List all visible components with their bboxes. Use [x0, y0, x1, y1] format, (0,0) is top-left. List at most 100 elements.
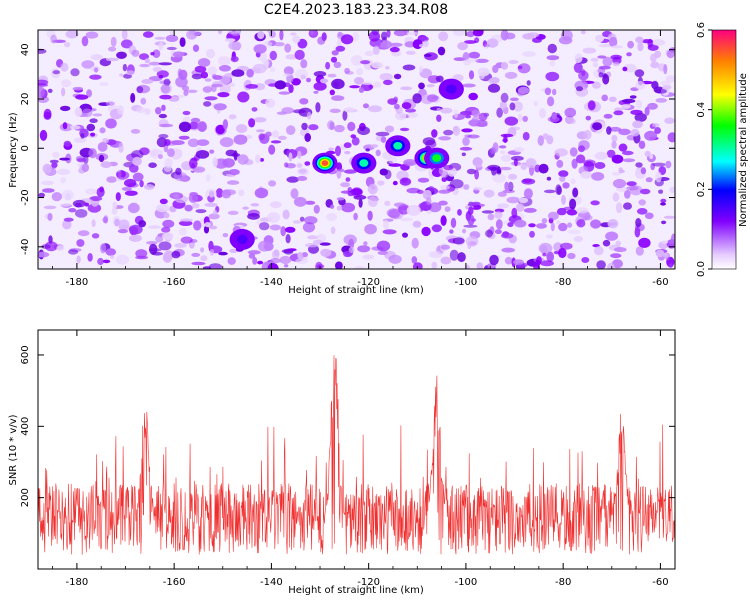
heatmap-cell: [52, 151, 60, 158]
heatmap-cell: [342, 110, 348, 121]
heatmap-cell: [163, 165, 172, 173]
heatmap-cell: [312, 239, 323, 244]
heatmap-cell: [402, 64, 416, 71]
heatmap-cell: [306, 111, 312, 120]
heatmap-cell: [425, 197, 432, 206]
heatmap-cell: [508, 173, 518, 180]
heatmap-cell: [630, 109, 643, 115]
heatmap-cell: [117, 105, 124, 115]
heatmap-cell: [608, 36, 618, 48]
heatmap-cell: [380, 40, 393, 49]
heatmap-cell: [81, 60, 95, 69]
heatmap-cell: [612, 178, 627, 189]
heatmap-cell: [581, 257, 590, 263]
heatmap-cell: [195, 209, 207, 214]
heatmap-cell: [518, 197, 529, 204]
heatmap-cell: [154, 36, 166, 40]
heatmap-cell: [284, 43, 292, 53]
heatmap-cell: [354, 266, 365, 269]
heatmap-cell: [592, 62, 599, 68]
heatmap-cell: [371, 61, 383, 69]
heatmap-cell: [635, 218, 642, 228]
heatmap-cell: [292, 35, 301, 44]
heatmap-cell: [100, 243, 107, 254]
heatmap-cell: [267, 263, 279, 269]
heatmap-cell: [619, 169, 625, 173]
heatmap-cell: [475, 123, 488, 127]
heatmap-cell: [162, 219, 175, 228]
heatmap-cell: [388, 163, 402, 167]
heatmap-cell: [162, 232, 174, 240]
heatmap-cell: [484, 43, 490, 48]
heatmap-cell: [64, 42, 71, 48]
heatmap-cell: [598, 72, 604, 78]
heatmap-cell: [158, 42, 164, 51]
heatmap-cell: [90, 54, 103, 61]
heatmap-cell: [474, 37, 480, 43]
heatmap-cell: [580, 171, 592, 179]
heatmap-cell: [529, 230, 535, 238]
chart-title: C2E4.2023.183.23.34.R08: [264, 2, 448, 18]
heatmap-cell: [111, 206, 118, 215]
heatmap-cell: [435, 75, 444, 83]
heatmap-cell: [171, 140, 185, 146]
snr-x-tick-label: -80: [555, 577, 571, 588]
heatmap-cell: [595, 34, 604, 43]
heatmap-cell: [81, 36, 89, 47]
heatmap-cell: [72, 199, 86, 208]
heatmap-cell: [373, 81, 382, 88]
heatmap-cell: [173, 193, 180, 200]
heatmap-cell: [327, 73, 337, 78]
heatmap-cell: [650, 61, 660, 69]
heatmap-cell: [590, 200, 600, 206]
heatmap-cell: [305, 243, 319, 248]
heatmap-cell: [115, 192, 121, 202]
heatmap-cell: [266, 212, 281, 223]
heatmap-cell: [489, 77, 500, 83]
heatmap-cell: [336, 205, 343, 211]
heatmap-cell: [84, 202, 89, 207]
heatmap-cell: [423, 53, 432, 58]
heatmap-cell: [351, 187, 363, 198]
heatmap-cell: [278, 91, 291, 95]
heatmap-cell: [43, 205, 57, 210]
heatmap-cell: [645, 177, 653, 183]
heatmap-cell: [575, 154, 586, 164]
heatmap-cell: [135, 249, 148, 258]
heatmap-cell: [300, 74, 307, 80]
heatmap-cell: [102, 216, 108, 224]
heatmap-cell: [218, 56, 231, 66]
heatmap-cell: [576, 207, 589, 214]
heatmap-cell: [457, 42, 468, 51]
heatmap-cell: [556, 207, 567, 216]
heatmap-cell: [213, 103, 227, 111]
heatmap-cell: [554, 148, 568, 157]
heatmap-cell: [330, 226, 336, 235]
heatmap-cell: [666, 49, 675, 59]
heatmap-cell: [367, 210, 373, 221]
heatmap-cell: [412, 262, 423, 269]
heatmap-cell: [270, 140, 282, 144]
heatmap-cell: [444, 206, 451, 213]
heatmap-cell: [541, 218, 548, 224]
heatmap-cell: [379, 168, 388, 176]
heatmap-cell: [459, 146, 473, 151]
heatmap-cell: [143, 184, 155, 190]
heatmap-cell: [368, 196, 378, 207]
heatmap-cell: [132, 156, 142, 166]
heatmap-cell: [297, 38, 308, 49]
heatmap-cell: [105, 101, 115, 106]
heatmap-cell: [339, 168, 345, 173]
heatmap-cell: [511, 207, 518, 219]
heatmap-cell: [184, 204, 193, 212]
heatmap-cell: [364, 50, 374, 57]
heatmap-cell: [343, 250, 352, 258]
heatmap-cell: [259, 158, 264, 162]
heatmap-cell: [644, 212, 654, 220]
heatmap-cell: [86, 89, 92, 98]
heatmap-cell: [667, 132, 675, 143]
heatmap-cell: [169, 30, 175, 36]
heatmap-cell: [200, 71, 209, 79]
heatmap-cell: [522, 178, 532, 183]
heatmap-cell: [138, 220, 146, 228]
